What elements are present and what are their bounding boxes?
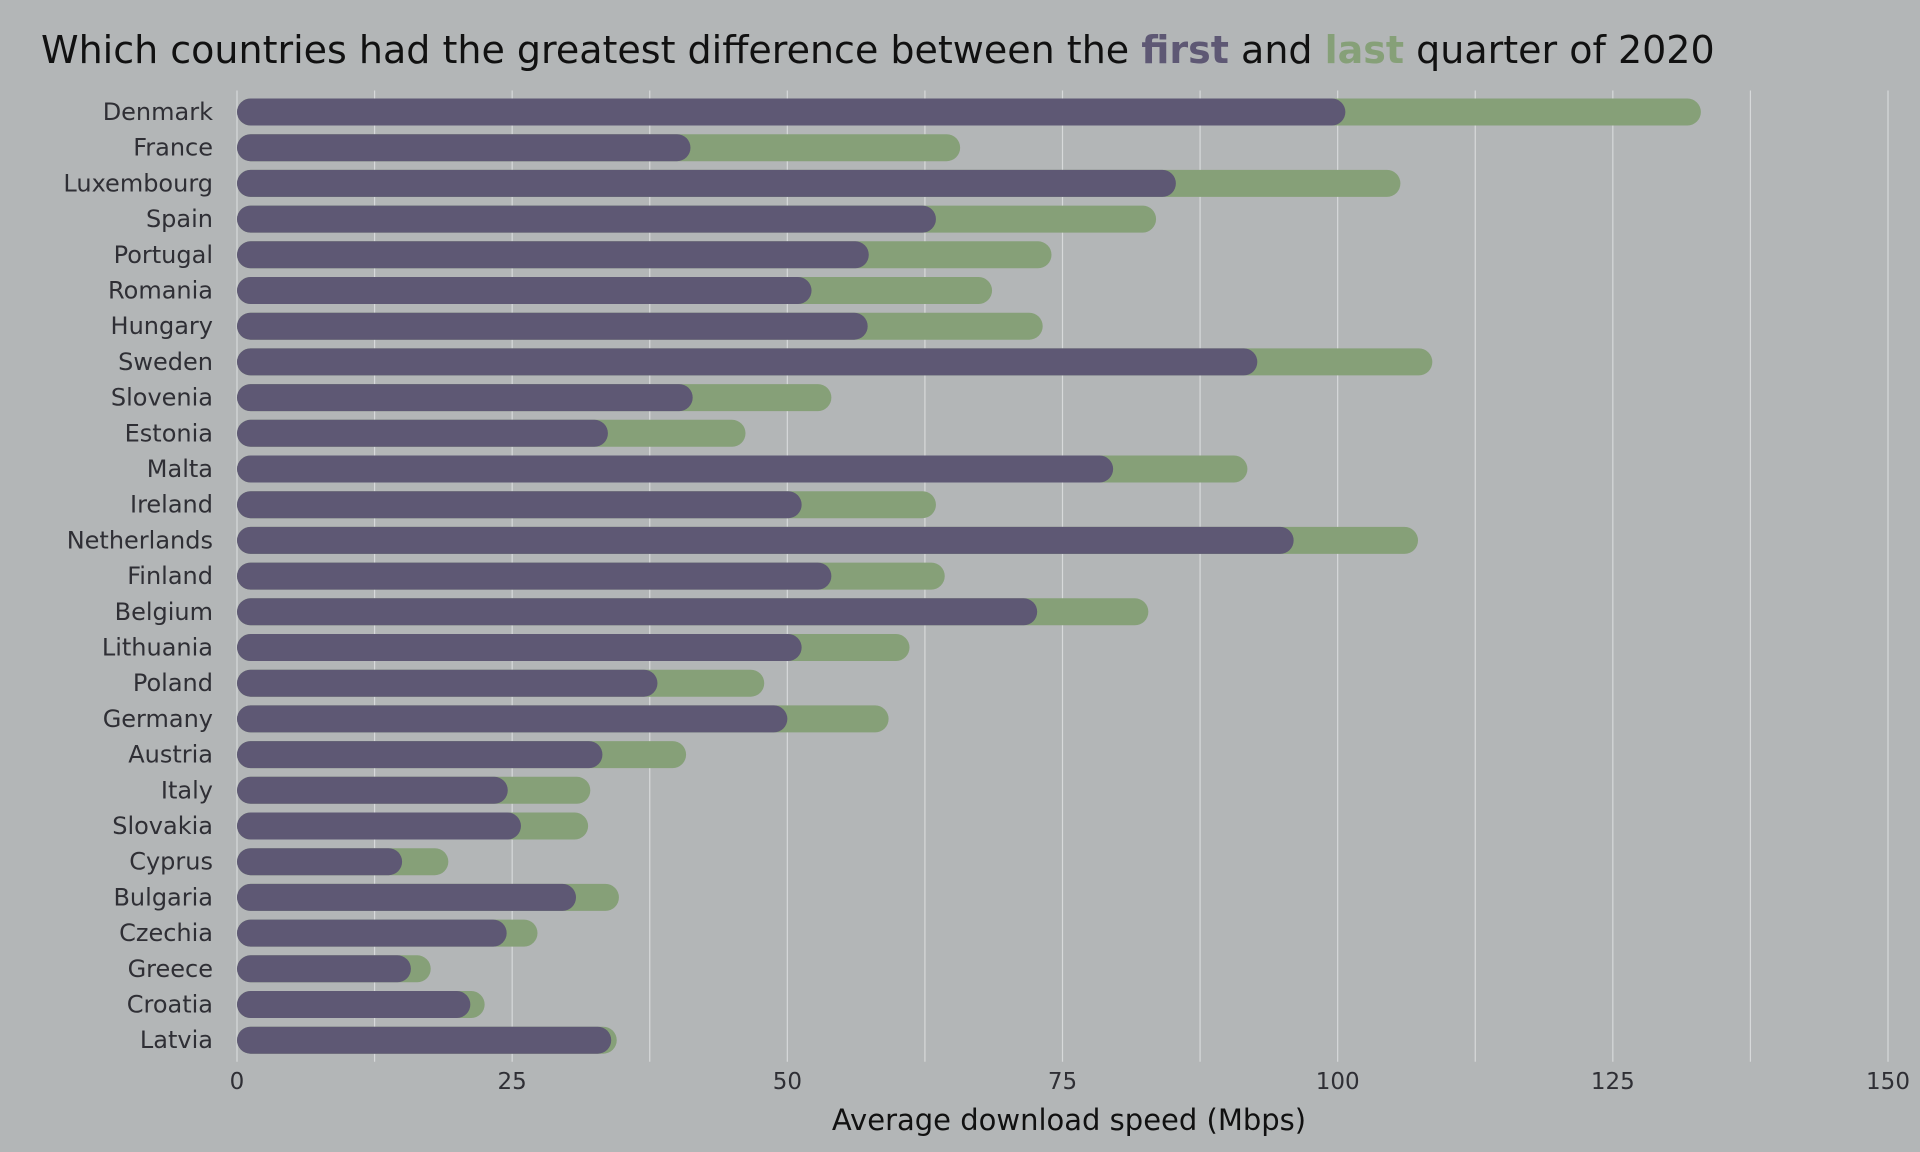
bar-first-greece bbox=[237, 955, 411, 983]
category-label-france: France bbox=[133, 134, 213, 162]
category-label-portugal: Portugal bbox=[114, 241, 213, 269]
bar-first-belgium bbox=[237, 598, 1038, 626]
category-label-romania: Romania bbox=[108, 277, 213, 305]
category-label-lithuania: Lithuania bbox=[102, 634, 213, 662]
category-label-germany: Germany bbox=[103, 705, 213, 733]
bar-first-cyprus bbox=[237, 848, 403, 876]
bar-first-italy bbox=[237, 776, 508, 804]
bar-first-croatia bbox=[237, 991, 471, 1018]
category-label-estonia: Estonia bbox=[125, 419, 213, 447]
bar-first-estonia bbox=[237, 419, 608, 447]
x-axis-title: Average download speed (Mbps) bbox=[832, 1103, 1306, 1137]
bar-first-bulgaria bbox=[237, 883, 577, 911]
x-tick-label: 75 bbox=[1048, 1069, 1077, 1095]
bar-first-finland bbox=[237, 562, 832, 590]
x-tick-label: 50 bbox=[773, 1069, 802, 1095]
category-label-hungary: Hungary bbox=[111, 312, 213, 340]
bar-first-spain bbox=[237, 205, 936, 233]
category-label-italy: Italy bbox=[161, 776, 213, 804]
category-label-denmark: Denmark bbox=[103, 98, 213, 126]
category-labels: Denmark France Luxembourg Spain Portugal Roma… bbox=[63, 98, 213, 1054]
bars bbox=[237, 98, 1701, 1054]
x-tick-label: 0 bbox=[230, 1069, 245, 1095]
category-label-spain: Spain bbox=[146, 205, 213, 233]
bar-first-lithuania bbox=[237, 634, 802, 661]
bar-first-slovenia bbox=[237, 384, 693, 412]
category-label-slovenia: Slovenia bbox=[111, 384, 213, 412]
bar-first-france bbox=[237, 134, 691, 162]
title-last-highlight: last bbox=[1324, 28, 1405, 72]
bar-first-germany bbox=[237, 705, 788, 733]
category-label-croatia: Croatia bbox=[127, 991, 213, 1019]
bar-first-austria bbox=[237, 741, 603, 769]
category-label-austria: Austria bbox=[128, 741, 213, 769]
category-label-slovakia: Slovakia bbox=[112, 812, 213, 840]
bar-first-sweden bbox=[237, 348, 1258, 376]
bar-first-poland bbox=[237, 669, 658, 697]
category-label-poland: Poland bbox=[133, 669, 213, 697]
title-text-middle: and bbox=[1228, 28, 1325, 72]
category-label-cyprus: Cyprus bbox=[129, 848, 213, 876]
bar-first-hungary bbox=[237, 312, 868, 340]
category-label-belgium: Belgium bbox=[115, 598, 213, 626]
bar-first-latvia bbox=[237, 1026, 612, 1054]
chart-title: Which countries had the greatest differe… bbox=[41, 28, 1715, 72]
category-label-malta: Malta bbox=[147, 455, 213, 483]
bar-first-ireland bbox=[237, 491, 802, 519]
bar-first-portugal bbox=[237, 241, 869, 269]
category-label-sweden: Sweden bbox=[118, 348, 213, 376]
title-first-highlight: first bbox=[1141, 28, 1229, 72]
category-label-netherlands: Netherlands bbox=[67, 526, 213, 554]
title-text-before: Which countries had the greatest differe… bbox=[41, 28, 1142, 72]
bar-first-netherlands bbox=[237, 526, 1294, 554]
category-label-luxembourg: Luxembourg bbox=[63, 169, 213, 197]
category-label-greece: Greece bbox=[128, 955, 213, 983]
title-text-after: quarter of 2020 bbox=[1404, 28, 1715, 72]
bar-first-luxembourg bbox=[237, 169, 1176, 197]
category-label-ireland: Ireland bbox=[130, 491, 213, 519]
x-tick-label: 125 bbox=[1591, 1069, 1635, 1095]
bar-first-slovakia bbox=[237, 812, 521, 840]
category-label-bulgaria: Bulgaria bbox=[113, 883, 213, 911]
x-tick-label: 100 bbox=[1316, 1069, 1360, 1095]
bar-first-romania bbox=[237, 277, 812, 304]
bar-first-malta bbox=[237, 455, 1114, 483]
bar-first-czechia bbox=[237, 919, 507, 947]
category-label-czechia: Czechia bbox=[119, 919, 213, 947]
x-tick-label: 25 bbox=[498, 1069, 527, 1095]
x-axis-ticks: 0 25 50 75 100 125 150 bbox=[230, 1069, 1910, 1095]
bar-first-denmark bbox=[237, 98, 1346, 126]
category-label-latvia: Latvia bbox=[140, 1026, 213, 1054]
category-label-finland: Finland bbox=[127, 562, 213, 590]
x-tick-label: 150 bbox=[1866, 1069, 1910, 1095]
